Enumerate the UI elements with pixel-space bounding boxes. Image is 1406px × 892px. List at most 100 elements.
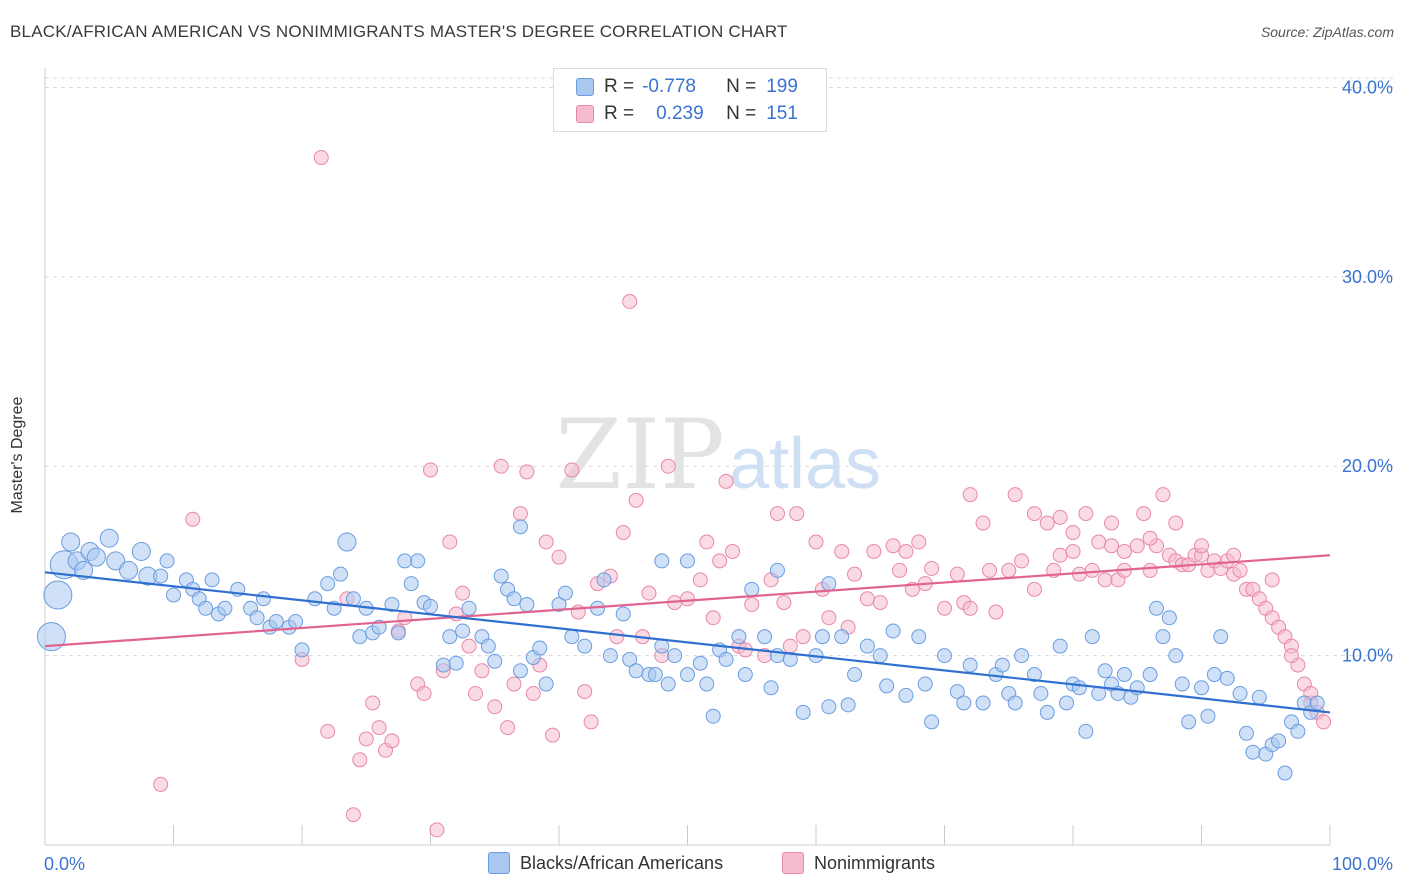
blacks-point	[654, 553, 670, 569]
nonimmigrants-point	[1168, 515, 1184, 531]
nonimmigrants-point	[1084, 562, 1100, 578]
source-label: Source: ZipAtlas.com	[1260, 24, 1394, 40]
nonimmigrants-point	[962, 487, 978, 503]
nonimmigrants-point	[692, 572, 708, 588]
nonimmigrants-point	[1194, 538, 1209, 554]
blacks-point	[911, 629, 927, 645]
blacks-point	[962, 657, 978, 673]
blacks-point	[268, 614, 284, 630]
blacks-point	[204, 572, 220, 588]
pink-swatch	[782, 852, 804, 874]
blacks-point	[692, 655, 708, 671]
blacks-point	[879, 678, 895, 694]
blacks-point	[1078, 723, 1094, 739]
nonimmigrants-point	[1116, 543, 1132, 559]
blacks-point	[448, 655, 464, 671]
blacks-point	[86, 547, 106, 567]
blacks-point	[628, 663, 644, 679]
nonimmigrants-point	[892, 562, 908, 578]
blacks-point	[538, 676, 554, 692]
legend-label-nonimmigrants: Nonimmigrants	[814, 852, 936, 873]
nonimmigrants-point	[416, 685, 432, 701]
n-value: 199	[766, 76, 798, 97]
tick-labels: 10.0% 20.0% 30.0% 40.0% 0.0% 100.0%	[44, 77, 1393, 874]
blacks-point	[435, 657, 451, 673]
nonimmigrants-point	[345, 807, 361, 823]
blacks-point	[680, 667, 695, 683]
blacks-point	[384, 596, 400, 612]
blacks-point	[442, 629, 458, 645]
blacks-point	[493, 568, 509, 584]
r-value: -0.778	[642, 76, 696, 97]
nonimmigrants-point	[519, 464, 535, 480]
blacks-point	[512, 663, 528, 679]
blacks-point	[198, 600, 214, 616]
nonimmigrants-point	[365, 695, 381, 711]
nonimmigrants-point	[1129, 538, 1145, 554]
nonimmigrants-point	[795, 629, 811, 645]
blacks-point	[1277, 765, 1293, 781]
nonimmigrants-point	[1052, 509, 1068, 525]
nonimmigrants-point	[1052, 547, 1068, 563]
nonimmigrants-point	[1065, 525, 1081, 541]
blacks-point	[994, 657, 1010, 673]
blacks-point	[410, 553, 426, 569]
nonimmigrants-point	[493, 458, 509, 474]
blacks-point	[757, 629, 773, 645]
blacks-point	[1238, 725, 1254, 741]
nonimmigrants-point	[461, 638, 477, 654]
nonimmigrants-point	[789, 506, 805, 522]
nonimmigrants-point	[744, 596, 760, 612]
nonimmigrants-point	[500, 720, 516, 736]
blacks-points	[36, 519, 1325, 781]
nonimmigrants-point	[313, 150, 329, 166]
nonimmigrants-point	[564, 462, 580, 478]
nonimmigrants-point	[1039, 515, 1055, 531]
blue-swatch	[488, 852, 510, 874]
blacks-point	[660, 676, 676, 692]
nonimmigrants-point	[962, 600, 978, 616]
nonimmigrants-point	[1232, 562, 1248, 578]
blacks-point	[1194, 680, 1209, 696]
nonimmigrants-point	[487, 699, 503, 715]
blacks-point	[718, 651, 734, 667]
blacks-point	[61, 532, 81, 552]
nonimmigrants-point	[185, 511, 201, 527]
nonimmigrants-point	[1136, 506, 1152, 522]
nonimmigrants-point	[699, 534, 715, 550]
blacks-point	[1181, 714, 1197, 730]
nonimmigrants-point	[429, 822, 445, 838]
nonimmigrants-point	[782, 638, 798, 654]
blacks-point	[1052, 638, 1068, 654]
blacks-point	[1213, 629, 1229, 645]
nonimmigrants-point	[506, 676, 522, 692]
legend-item-blacks: Blacks/African Americans	[488, 852, 723, 874]
blacks-point	[737, 667, 753, 683]
blacks-point	[1271, 733, 1287, 749]
legend-item-nonimmigrants: Nonimmigrants	[782, 852, 935, 874]
blacks-point	[506, 591, 522, 607]
blacks-point	[1206, 667, 1222, 683]
blacks-point	[1026, 667, 1042, 683]
y-tick-label: 20.0%	[1342, 456, 1393, 476]
blacks-point	[99, 528, 119, 548]
blacks-point	[1116, 667, 1132, 683]
nonimmigrants-point	[1226, 547, 1242, 563]
blacks-point	[519, 596, 535, 612]
blacks-point	[699, 676, 715, 692]
nonimmigrants-point	[622, 293, 638, 309]
nonimmigrants-point	[1104, 515, 1120, 531]
blacks-point	[131, 541, 151, 561]
nonimmigrants-point	[371, 720, 387, 736]
blacks-point	[1219, 670, 1235, 686]
blacks-point	[1142, 667, 1158, 683]
blacks-point	[1161, 610, 1177, 626]
blacks-point	[1245, 744, 1261, 760]
nonimmigrants-point	[551, 549, 567, 565]
nonimmigrants-point	[1001, 562, 1017, 578]
blacks-point	[615, 606, 631, 622]
x-tick-label: 0.0%	[44, 854, 85, 874]
nonimmigrants-point	[442, 534, 458, 550]
blacks-point	[480, 638, 496, 654]
legend-row-blacks: R = -0.778 N = 199	[576, 75, 798, 99]
